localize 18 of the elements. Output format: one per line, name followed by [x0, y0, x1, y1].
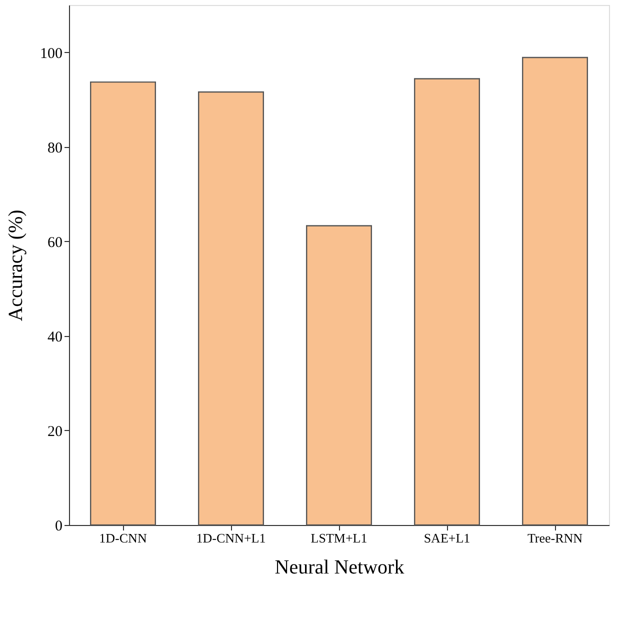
y-tick-label: 100 — [40, 46, 62, 62]
x-tick-label: Tree-RNN — [527, 530, 584, 546]
y-tick-label: 80 — [48, 140, 62, 156]
bar — [306, 225, 372, 526]
x-tick-label: SAE+L1 — [424, 530, 470, 546]
y-tick-label: 40 — [48, 329, 62, 346]
bar — [198, 91, 264, 526]
x-tick-label: LSTM+L1 — [310, 530, 368, 546]
y-tick-label: 20 — [48, 424, 62, 440]
bar — [522, 56, 588, 526]
x-tick-label: 1D-CNN+L1 — [196, 530, 266, 546]
x-tick-label: 1D-CNN — [99, 530, 148, 546]
y-tick-label: 0 — [55, 518, 62, 534]
x-axis-title: Neural Network — [274, 556, 404, 578]
bar — [90, 81, 156, 526]
bar — [414, 78, 480, 526]
y-tick-label: 60 — [48, 234, 62, 251]
y-axis-title: Accuracy (%) — [5, 210, 27, 322]
